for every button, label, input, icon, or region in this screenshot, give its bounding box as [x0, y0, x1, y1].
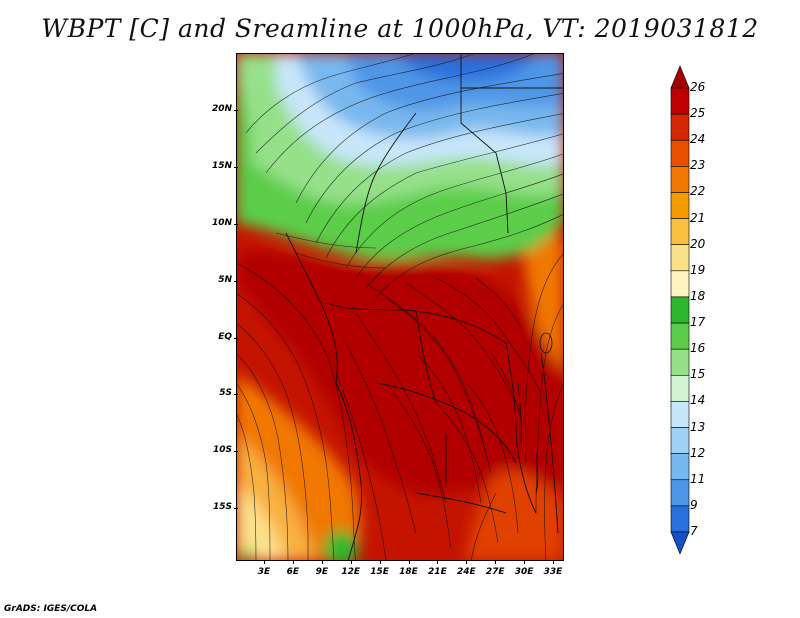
- lat-label: 5N: [218, 275, 232, 285]
- credit-text: GrADS: IGES/COLA: [4, 604, 98, 614]
- colorbar-swatch: [670, 166, 690, 193]
- colorbar-swatch: [670, 65, 690, 89]
- colorbar-swatch: [670, 218, 690, 246]
- lat-tick: [234, 338, 238, 339]
- colorbar-swatch: [670, 296, 690, 324]
- lat-label: 5S: [219, 388, 232, 398]
- colorbar-label: 19: [690, 262, 706, 277]
- lon-tick: [495, 560, 497, 564]
- colorbar-label: 17: [690, 315, 706, 330]
- lat-label: 20N: [211, 104, 232, 114]
- colorbar-label: 13: [690, 419, 706, 434]
- lon-tick: [321, 560, 323, 564]
- lon-label: 12E: [341, 567, 361, 577]
- lon-tick: [292, 560, 294, 564]
- colorbar-label: 26: [690, 80, 706, 94]
- colorbar-swatch: [670, 87, 690, 115]
- map-panel: [236, 53, 564, 561]
- lon-label: 6E: [286, 567, 300, 577]
- chart-title: WBPT [C] and Sreamline at 1000hPa, VT: 2…: [41, 14, 759, 43]
- lon-label: 27E: [485, 567, 505, 577]
- colorbar-label: 18: [690, 288, 706, 303]
- colorbar-label: 15: [690, 367, 706, 382]
- lon-label: 30E: [514, 567, 534, 577]
- lat-label: EQ: [218, 332, 232, 342]
- colorbar-label: 16: [690, 341, 706, 356]
- lon-tick: [264, 560, 265, 564]
- colorbar-label: 7: [690, 524, 698, 538]
- lat-tick: [234, 394, 238, 395]
- lon-label: 9E: [315, 567, 328, 577]
- lon-label: 33E: [543, 567, 563, 577]
- colorbar-label: 22: [690, 184, 706, 199]
- colorbar-label: 23: [690, 158, 706, 173]
- colorbar-swatch: [670, 374, 690, 402]
- lon-tick: [350, 560, 352, 564]
- colorbar-swatch: [670, 531, 690, 555]
- lat-label: 15N: [211, 161, 232, 171]
- colorbar-swatch: [670, 270, 690, 298]
- lon-tick: [408, 560, 410, 564]
- colorbar-swatch: [670, 453, 690, 481]
- lon-label: 24E: [456, 567, 476, 577]
- colorbar-label: 14: [690, 393, 706, 408]
- lon-label: 21E: [428, 567, 447, 577]
- colorbar-label: 9: [690, 497, 698, 512]
- colorbar-swatch: [670, 427, 690, 454]
- lat-tick: [234, 281, 238, 282]
- colorbar-swatch: [670, 113, 690, 141]
- wbpt-field-map: [236, 53, 564, 561]
- lon-tick: [466, 560, 468, 564]
- lat-tick: [234, 110, 238, 111]
- colorbar-label: 24: [690, 132, 706, 147]
- lon-tick: [437, 560, 439, 564]
- colorbar-swatch: [670, 139, 690, 167]
- lat-tick: [234, 508, 238, 509]
- lat-label: 15S: [212, 502, 232, 512]
- lon-label: 3E: [257, 567, 271, 577]
- lat-tick: [234, 451, 238, 452]
- lon-label: 15E: [370, 567, 389, 577]
- colorbar-label: 20: [690, 236, 706, 251]
- colorbar-label: 21: [690, 210, 706, 225]
- colorbar: [670, 65, 690, 555]
- map-frame: [236, 53, 564, 561]
- colorbar-swatch: [670, 479, 690, 507]
- colorbar-swatch: [670, 192, 690, 219]
- lon-tick: [553, 560, 554, 564]
- colorbar-swatch: [670, 322, 690, 350]
- colorbar-swatch: [670, 401, 690, 428]
- lat-label: 10S: [212, 445, 232, 455]
- deep-red-core: [236, 250, 564, 495]
- colorbar-swatch: [670, 505, 690, 533]
- lon-tick: [379, 560, 381, 564]
- streamlines: [236, 53, 564, 561]
- lat-label: 10N: [211, 218, 232, 228]
- lat-tick: [234, 224, 238, 225]
- lon-label: 18E: [399, 567, 418, 577]
- colorbar-swatch: [670, 244, 690, 272]
- colorbar-label: 25: [690, 106, 706, 121]
- colorbar-label: 11: [690, 471, 706, 486]
- colorbar-label: 12: [690, 445, 706, 460]
- borders: [285, 53, 564, 561]
- lat-tick: [234, 167, 238, 168]
- lon-tick: [524, 560, 526, 564]
- colorbar-swatch: [670, 348, 690, 376]
